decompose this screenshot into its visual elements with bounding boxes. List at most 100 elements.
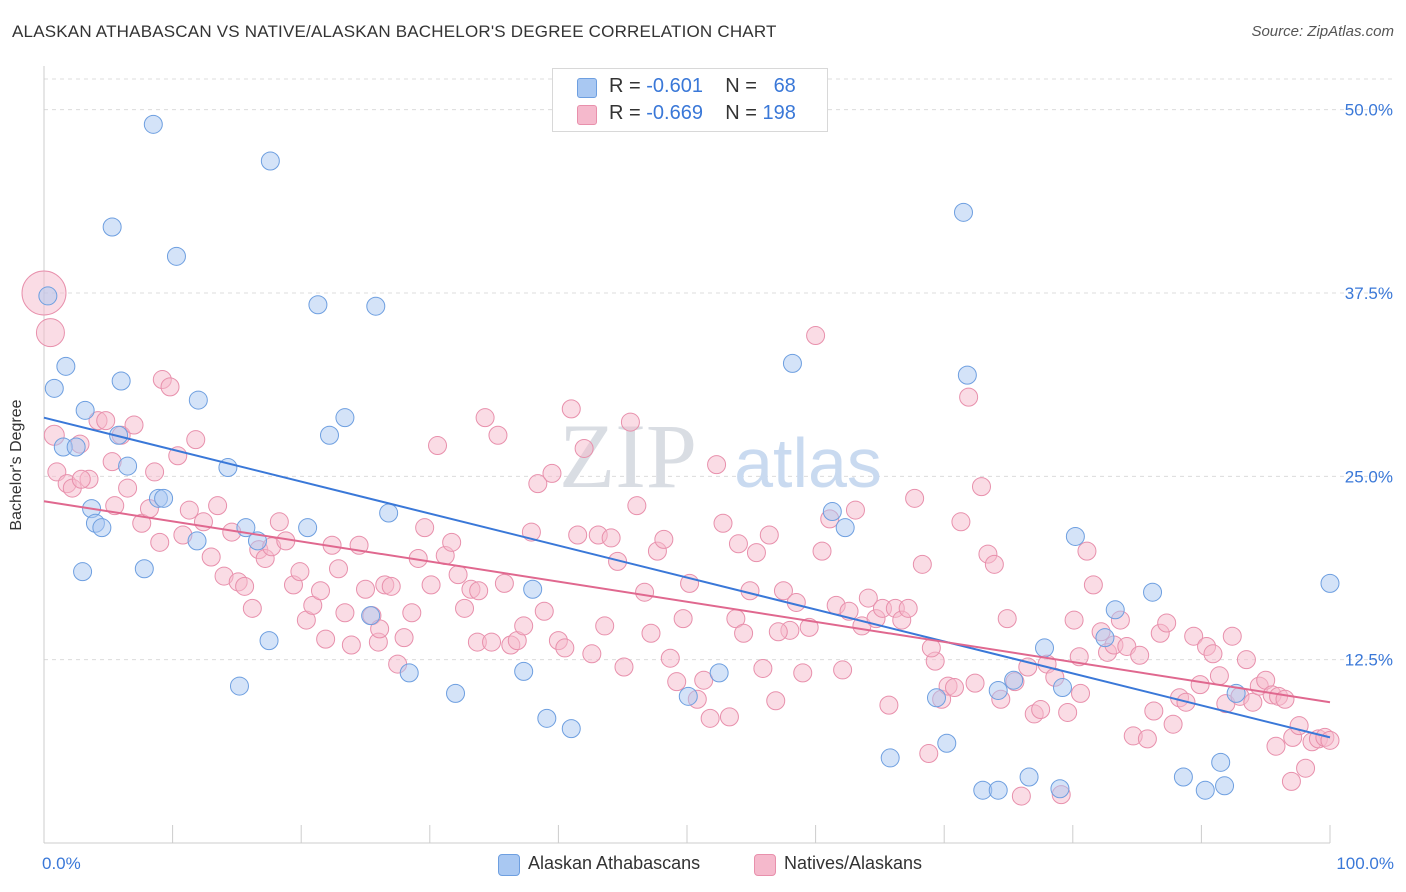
- point-athabascan: [102, 217, 122, 237]
- point-native: [700, 708, 720, 728]
- point-athabascan: [154, 488, 174, 508]
- point-native: [242, 598, 262, 618]
- point-native: [1069, 647, 1089, 667]
- point-athabascan: [308, 295, 328, 315]
- point-native: [35, 318, 65, 348]
- point-native: [71, 469, 91, 489]
- point-native: [469, 581, 489, 601]
- point-native: [394, 628, 414, 648]
- point-athabascan: [822, 502, 842, 522]
- point-athabascan: [361, 606, 381, 626]
- point-native: [997, 609, 1017, 629]
- point-athabascan: [187, 531, 207, 551]
- point-athabascan: [319, 425, 339, 445]
- point-athabascan: [143, 114, 163, 134]
- point-native: [1190, 675, 1210, 695]
- point-athabascan: [523, 579, 543, 599]
- point-native: [1320, 730, 1340, 750]
- point-native: [719, 707, 739, 727]
- legend-swatch-natives: [754, 854, 776, 876]
- point-native: [1058, 702, 1078, 722]
- point-athabascan: [92, 518, 112, 538]
- point-native: [316, 629, 336, 649]
- point-native: [766, 691, 786, 711]
- point-athabascan: [134, 559, 154, 579]
- point-native: [555, 638, 575, 658]
- point-native: [595, 616, 615, 636]
- point-athabascan: [514, 661, 534, 681]
- point-athabascan: [1053, 678, 1073, 698]
- source-label: Source: ZipAtlas.com: [1251, 23, 1394, 40]
- n-label: N =: [725, 102, 757, 124]
- point-native: [746, 543, 766, 563]
- point-athabascan: [1195, 780, 1215, 800]
- point-native: [118, 478, 138, 498]
- point-native: [1281, 771, 1301, 791]
- point-native: [654, 529, 674, 549]
- point-native: [959, 387, 979, 407]
- point-native: [799, 617, 819, 637]
- watermark: ZIP atlas: [559, 405, 882, 507]
- trend-line-natives: [43, 500, 1331, 704]
- point-athabascan: [957, 365, 977, 385]
- point-native: [335, 603, 355, 623]
- point-athabascan: [118, 456, 138, 476]
- point-athabascan: [1050, 779, 1070, 799]
- point-native: [1011, 786, 1031, 806]
- point-native: [768, 622, 788, 642]
- point-native: [984, 554, 1004, 574]
- point-native: [160, 377, 180, 397]
- point-native: [1203, 644, 1223, 664]
- point-native: [582, 644, 602, 664]
- point-native: [145, 462, 165, 482]
- point-native: [455, 598, 475, 618]
- point-native: [521, 522, 541, 542]
- point-native: [1137, 729, 1157, 749]
- point-native: [370, 619, 390, 639]
- point-native: [574, 438, 594, 458]
- point-native: [627, 496, 647, 516]
- point-athabascan: [259, 631, 279, 651]
- r-label: R =: [609, 75, 641, 97]
- axes: [43, 66, 1331, 844]
- point-athabascan: [678, 686, 698, 706]
- point-native: [898, 598, 918, 618]
- point-native: [179, 500, 199, 520]
- point-native: [694, 670, 714, 690]
- point-athabascan: [1143, 582, 1163, 602]
- point-native: [905, 488, 925, 508]
- point-athabascan: [446, 683, 466, 703]
- point-native: [341, 635, 361, 655]
- point-native: [759, 525, 779, 545]
- legend-swatch-natives: [577, 105, 597, 125]
- point-athabascan: [835, 518, 855, 538]
- y-axis-label: Bachelor's Degree: [8, 399, 25, 531]
- point-native: [1209, 666, 1229, 686]
- point-athabascan: [709, 663, 729, 683]
- point-native: [534, 601, 554, 621]
- legend-stats-text: R = -0.669 N = 198: [609, 102, 796, 125]
- grid-lines: [44, 78, 1394, 661]
- point-athabascan: [38, 286, 58, 306]
- point-athabascan: [111, 371, 131, 391]
- point-athabascan: [953, 202, 973, 222]
- point-athabascan: [880, 748, 900, 768]
- point-native: [235, 576, 255, 596]
- point-athabascan: [73, 562, 93, 582]
- point-native: [1243, 692, 1263, 712]
- point-native: [912, 554, 932, 574]
- point-native: [667, 672, 687, 692]
- point-native: [635, 582, 655, 602]
- point-native: [415, 518, 435, 538]
- point-native: [568, 525, 588, 545]
- r-label: R =: [609, 102, 641, 124]
- point-athabascan: [1035, 638, 1055, 658]
- point-athabascan: [937, 733, 957, 753]
- x-tick-label: 100.0%: [1336, 854, 1394, 873]
- point-native: [641, 623, 661, 643]
- point-athabascan: [1320, 573, 1340, 593]
- point-athabascan: [537, 708, 557, 728]
- point-native: [614, 657, 634, 677]
- point-native: [773, 581, 793, 601]
